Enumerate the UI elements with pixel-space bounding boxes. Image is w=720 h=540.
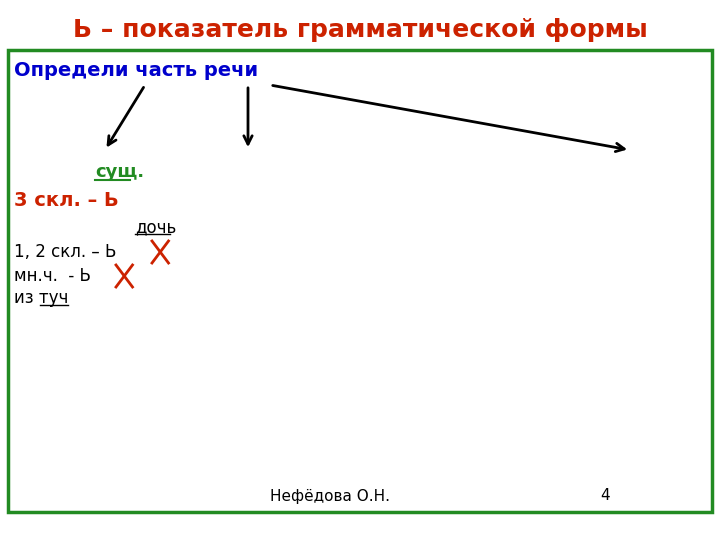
Text: 3 скл. – Ь: 3 скл. – Ь [14,191,119,210]
Text: мн.ч.  - Ь: мн.ч. - Ь [14,267,91,285]
Text: 1, 2 скл. – Ь: 1, 2 скл. – Ь [14,243,117,261]
Text: Определи часть речи: Определи часть речи [14,60,258,79]
Bar [8,50,712,512]
Text: из туч: из туч [14,289,68,307]
Text: Ь – показатель грамматической формы: Ь – показатель грамматической формы [73,18,647,42]
Text: дочь: дочь [135,218,176,236]
Text: сущ.: сущ. [95,163,144,181]
Text: Нефёдова О.Н.: Нефёдова О.Н. [270,489,390,503]
Text: 4: 4 [600,489,610,503]
